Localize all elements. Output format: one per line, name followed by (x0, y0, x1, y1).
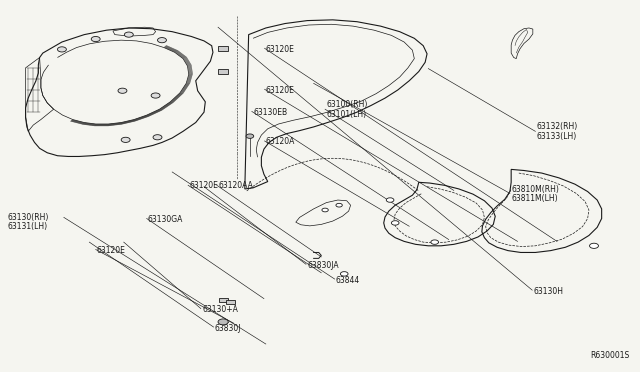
Circle shape (322, 208, 328, 212)
Circle shape (340, 272, 348, 276)
Text: 63810M(RH): 63810M(RH) (511, 185, 559, 194)
Text: 63133(LH): 63133(LH) (537, 132, 577, 141)
Text: 63130H: 63130H (534, 287, 563, 296)
Text: 63120AA: 63120AA (218, 182, 253, 190)
Text: 63120E: 63120E (266, 86, 294, 94)
Circle shape (92, 36, 100, 42)
Circle shape (151, 93, 160, 98)
Text: 63830J: 63830J (215, 324, 241, 333)
Text: 63130GA: 63130GA (148, 215, 183, 224)
Circle shape (218, 319, 228, 325)
Circle shape (336, 203, 342, 207)
Circle shape (589, 243, 598, 248)
Text: R630001S: R630001S (590, 350, 629, 359)
Text: 63132(RH): 63132(RH) (537, 122, 578, 131)
Text: 63830JA: 63830JA (307, 261, 339, 270)
Text: 63130+A: 63130+A (202, 305, 238, 314)
Text: 63120E: 63120E (97, 246, 126, 255)
Text: 63120E: 63120E (266, 45, 294, 54)
Circle shape (392, 221, 399, 225)
Circle shape (118, 88, 127, 93)
Text: 63844: 63844 (336, 276, 360, 285)
Text: 63100(RH): 63100(RH) (326, 100, 368, 109)
Text: 63101(LH): 63101(LH) (326, 109, 367, 119)
Text: 63120A: 63120A (266, 137, 295, 146)
Circle shape (153, 135, 162, 140)
Bar (219, 298, 228, 302)
Circle shape (121, 137, 130, 142)
Circle shape (58, 47, 67, 52)
Text: 63130EB: 63130EB (253, 108, 287, 117)
Text: 63811M(LH): 63811M(LH) (511, 195, 558, 203)
Circle shape (124, 32, 133, 37)
Circle shape (246, 134, 253, 138)
Circle shape (431, 240, 438, 244)
Text: 63120E: 63120E (189, 182, 218, 190)
Circle shape (387, 198, 394, 202)
Text: 63131(LH): 63131(LH) (8, 222, 48, 231)
Bar (218, 46, 228, 51)
Circle shape (157, 38, 166, 43)
Bar (227, 301, 236, 304)
Bar (218, 69, 228, 74)
Text: 63130(RH): 63130(RH) (8, 213, 49, 222)
